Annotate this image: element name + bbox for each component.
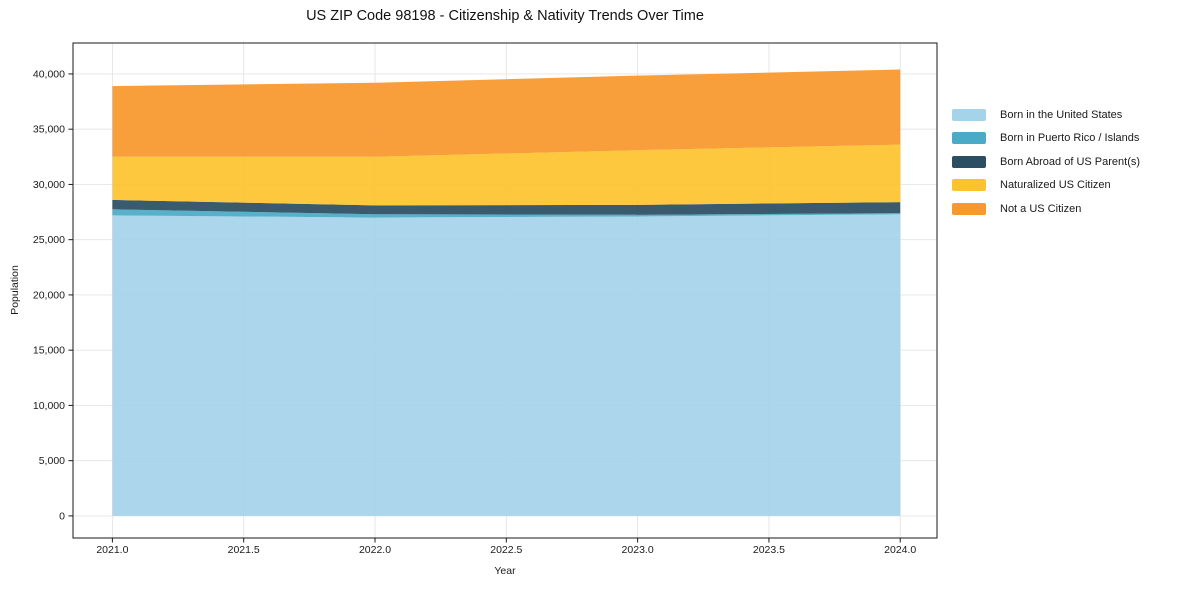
legend-swatch-icon bbox=[952, 132, 986, 145]
x-tick-label: 2022.0 bbox=[359, 544, 391, 556]
x-tick-label: 2022.5 bbox=[490, 544, 522, 556]
legend-item-born-in-puerto-rico-islands: Born in Puerto Rico / Islands bbox=[952, 127, 1140, 151]
y-tick-label: 10,000 bbox=[33, 400, 65, 412]
x-tick-label: 2023.5 bbox=[753, 544, 785, 556]
chart-title: US ZIP Code 98198 - Citizenship & Nativi… bbox=[306, 8, 704, 24]
x-tick-label: 2023.0 bbox=[622, 544, 654, 556]
area-naturalized-us-citizen bbox=[112, 144, 901, 206]
y-tick-label: 30,000 bbox=[33, 179, 65, 191]
y-tick-labels: 0 5,000 10,000 15,000 20,000 25,000 30,000 35,0… bbox=[33, 68, 65, 522]
x-axis-label: Year bbox=[494, 565, 516, 577]
legend-swatch-icon bbox=[952, 108, 986, 121]
area-born-in-puerto-rico-islands bbox=[112, 209, 901, 218]
x-tick-label: 2021.5 bbox=[228, 544, 260, 556]
legend-label: Naturalized US Citizen bbox=[1000, 179, 1111, 192]
y-tick-label: 25,000 bbox=[33, 234, 65, 246]
area-born-in-the-united-states bbox=[112, 214, 901, 516]
legend-item-naturalized-us-citizen: Naturalized US Citizen bbox=[952, 174, 1140, 198]
legend-swatch-icon bbox=[952, 179, 986, 192]
legend: Born in the United States Born in Puerto … bbox=[952, 103, 1140, 221]
legend-item-born-abroad-of-us-parent-s: Born Abroad of US Parent(s) bbox=[952, 150, 1140, 174]
y-tick-label: 35,000 bbox=[33, 124, 65, 136]
x-tick-labels: 2021.0 2021.5 2022.0 2022.5 2023.0 2023.5 2024… bbox=[96, 544, 916, 556]
legend-label: Born Abroad of US Parent(s) bbox=[1000, 155, 1141, 168]
legend-swatch-icon bbox=[952, 155, 986, 168]
area-not-a-us-citizen bbox=[112, 69, 901, 157]
legend-label: Born in the United States bbox=[1000, 108, 1123, 121]
legend-item-not-a-us-citizen: Not a US Citizen bbox=[952, 197, 1140, 221]
legend-label: Not a US Citizen bbox=[1000, 202, 1082, 215]
y-axis-label: Population bbox=[9, 265, 21, 315]
y-tick-label: 5,000 bbox=[39, 455, 65, 467]
x-tick-label: 2021.0 bbox=[96, 544, 128, 556]
plot-border bbox=[72, 42, 938, 539]
y-tick-label: 0 bbox=[59, 510, 65, 522]
legend-label: Born in Puerto Rico / Islands bbox=[1000, 132, 1140, 145]
legend-swatch-icon bbox=[952, 202, 986, 215]
y-tick-label: 40,000 bbox=[33, 68, 65, 80]
legend-item-born-in-the-united-states: Born in the United States bbox=[952, 103, 1140, 127]
areas bbox=[112, 69, 901, 516]
y-tick-label: 20,000 bbox=[33, 289, 65, 301]
x-tick-label: 2024.0 bbox=[884, 544, 916, 556]
y-tick-label: 15,000 bbox=[33, 345, 65, 357]
area-born-abroad-of-us-parent-s bbox=[112, 199, 901, 215]
axis-ticks bbox=[68, 73, 901, 543]
